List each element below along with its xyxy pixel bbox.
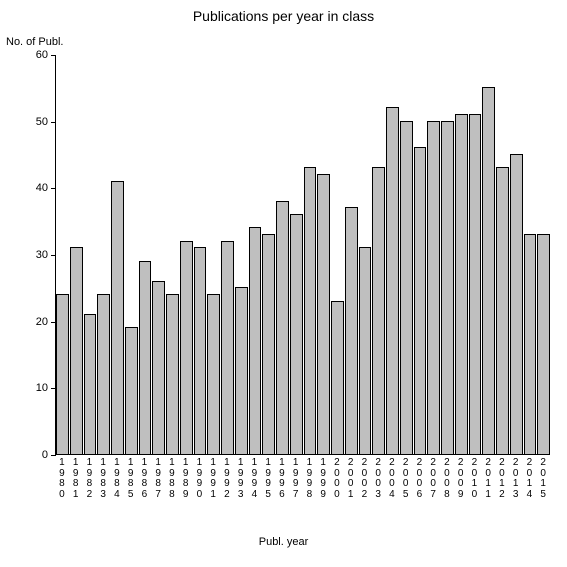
- y-axis-label: No. of Publ.: [6, 36, 63, 48]
- bar: [414, 147, 427, 454]
- y-tick-label: 50: [36, 116, 48, 128]
- bar: [317, 174, 330, 454]
- x-tick-label: 1985: [124, 458, 138, 500]
- x-tick-label: 2005: [399, 458, 413, 500]
- y-tick-label: 10: [36, 382, 48, 394]
- bar: [386, 107, 399, 454]
- bar: [207, 294, 220, 454]
- y-tick-label: 0: [42, 449, 48, 461]
- x-tick-label: 2003: [371, 458, 385, 500]
- bar: [290, 214, 303, 454]
- plot-area: 0102030405060: [55, 55, 550, 455]
- x-tick-label: 2008: [440, 458, 454, 500]
- y-tick-label: 30: [36, 249, 48, 261]
- bar: [496, 167, 509, 454]
- x-tick-label: 1987: [151, 458, 165, 500]
- y-tick-mark: [51, 388, 56, 389]
- y-tick-label: 20: [36, 316, 48, 328]
- x-tick-label: 2006: [413, 458, 427, 500]
- bar: [441, 121, 454, 454]
- x-tick-label: 1997: [289, 458, 303, 500]
- x-tick-label: 2010: [468, 458, 482, 500]
- x-tick-label: 2004: [385, 458, 399, 500]
- bar: [111, 181, 124, 454]
- x-tick-label: 1983: [96, 458, 110, 500]
- y-tick-mark: [51, 322, 56, 323]
- x-tick-label: 1982: [83, 458, 97, 500]
- x-tick-label: 2014: [523, 458, 537, 500]
- y-tick-mark: [51, 122, 56, 123]
- x-tick-label: 1998: [303, 458, 317, 500]
- bar: [372, 167, 385, 454]
- bar: [359, 247, 372, 454]
- y-tick-mark: [51, 55, 56, 56]
- x-tick-label: 1994: [248, 458, 262, 500]
- chart-container: Publications per year in class No. of Pu…: [0, 0, 567, 567]
- y-tick-label: 40: [36, 182, 48, 194]
- bar: [56, 294, 69, 454]
- x-tick-label: 1999: [316, 458, 330, 500]
- bar: [180, 241, 193, 454]
- x-tick-label: 1981: [69, 458, 83, 500]
- x-tick-label: 2012: [495, 458, 509, 500]
- y-tick-mark: [51, 255, 56, 256]
- bar: [510, 154, 523, 454]
- x-tick-label: 2000: [330, 458, 344, 500]
- x-tick-label: 1984: [110, 458, 124, 500]
- x-tick-label: 2002: [358, 458, 372, 500]
- bar: [482, 87, 495, 454]
- bars-group: [56, 55, 550, 454]
- bar: [537, 234, 550, 454]
- x-axis-label: Publ. year: [0, 536, 567, 548]
- x-tick-label: 2015: [536, 458, 550, 500]
- bar: [331, 301, 344, 454]
- bar: [70, 247, 83, 454]
- x-tick-label: 1986: [138, 458, 152, 500]
- x-tick-label: 1989: [179, 458, 193, 500]
- bar: [166, 294, 179, 454]
- bar: [97, 294, 110, 454]
- x-tick-label: 1991: [206, 458, 220, 500]
- x-tick-label: 1988: [165, 458, 179, 500]
- bar: [276, 201, 289, 454]
- x-tick-label: 1996: [275, 458, 289, 500]
- x-tick-label: 1992: [220, 458, 234, 500]
- bar: [400, 121, 413, 454]
- bar: [249, 227, 262, 454]
- x-tick-label: 1990: [193, 458, 207, 500]
- bar: [221, 241, 234, 454]
- bar: [84, 314, 97, 454]
- bar: [194, 247, 207, 454]
- x-tick-label: 2011: [481, 458, 495, 500]
- bar: [469, 114, 482, 454]
- bar: [139, 261, 152, 454]
- x-tick-label: 1993: [234, 458, 248, 500]
- bar: [125, 327, 138, 454]
- y-tick-mark: [51, 455, 56, 456]
- bar: [235, 287, 248, 454]
- bar: [524, 234, 537, 454]
- bar: [427, 121, 440, 454]
- bar: [152, 281, 165, 454]
- chart-title: Publications per year in class: [0, 8, 567, 24]
- x-tick-label: 2007: [426, 458, 440, 500]
- x-tick-label: 2013: [509, 458, 523, 500]
- x-tick-label: 2001: [344, 458, 358, 500]
- bar: [262, 234, 275, 454]
- x-tick-label: 1995: [261, 458, 275, 500]
- y-tick-label: 60: [36, 49, 48, 61]
- y-tick-mark: [51, 188, 56, 189]
- x-ticks: 1980198119821983198419851986198719881989…: [55, 458, 550, 500]
- x-tick-label: 2009: [454, 458, 468, 500]
- bar: [304, 167, 317, 454]
- x-tick-label: 1980: [55, 458, 69, 500]
- bar: [345, 207, 358, 454]
- bar: [455, 114, 468, 454]
